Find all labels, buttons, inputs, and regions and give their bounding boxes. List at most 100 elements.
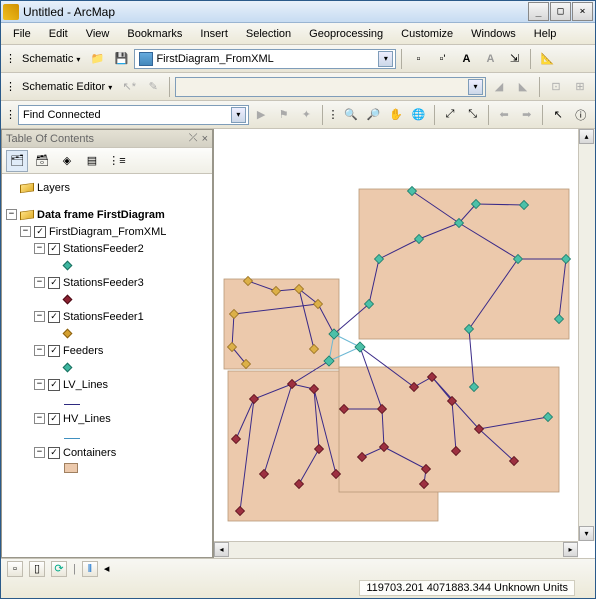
- toc-list-by-visibility-button[interactable]: ◈: [56, 150, 78, 172]
- menu-customize[interactable]: Customize: [393, 25, 461, 43]
- identify-button[interactable]: ⓘ: [570, 104, 591, 126]
- toc-list-by-source-button[interactable]: 🗃: [31, 150, 53, 172]
- find-combo[interactable]: Find Connected ▾: [18, 105, 249, 125]
- toc-list-by-drawing-button[interactable]: 🗂: [6, 150, 28, 172]
- menu-file[interactable]: File: [5, 25, 39, 43]
- tree-toggle[interactable]: −: [6, 209, 17, 220]
- scroll-right-button[interactable]: ▸: [563, 542, 578, 557]
- titlebar[interactable]: Untitled - ArcMap _ □ ×: [1, 1, 595, 23]
- menu-view[interactable]: View: [78, 25, 118, 43]
- diagram-combo-button[interactable]: ▾: [378, 51, 393, 67]
- layer-checkbox[interactable]: ✓: [34, 226, 46, 238]
- tool-f[interactable]: 📐: [536, 48, 558, 70]
- tool-d[interactable]: A: [479, 48, 501, 70]
- scroll-up-button[interactable]: ▴: [579, 129, 594, 144]
- layer-node[interactable]: Containers: [63, 447, 116, 459]
- layer-checkbox[interactable]: ✓: [48, 277, 60, 289]
- full-extent-button[interactable]: 🌐: [408, 104, 429, 126]
- pan-button[interactable]: ✋: [386, 104, 407, 126]
- editor-dropdown[interactable]: Schematic Editor ▾: [18, 81, 116, 93]
- save-diagram-button[interactable]: 💾: [110, 48, 132, 70]
- toc-titlebar[interactable]: Table Of Contents ⤫ ×: [2, 130, 212, 148]
- close-button[interactable]: ×: [572, 2, 593, 21]
- find-tool-2[interactable]: ✦: [296, 104, 317, 126]
- select-button[interactable]: ↖: [548, 104, 569, 126]
- menu-help[interactable]: Help: [526, 25, 565, 43]
- layer-checkbox[interactable]: ✓: [48, 243, 60, 255]
- toc-list-by-selection-button[interactable]: ▤: [81, 150, 103, 172]
- refresh-button[interactable]: ⟳: [51, 561, 67, 577]
- menu-selection[interactable]: Selection: [238, 25, 299, 43]
- tree-toggle[interactable]: −: [20, 226, 31, 237]
- editor-combo[interactable]: ▾: [175, 77, 486, 97]
- menu-insert[interactable]: Insert: [192, 25, 236, 43]
- toc-options-button[interactable]: ⋮≡: [106, 150, 128, 172]
- tree-toggle[interactable]: −: [34, 311, 45, 322]
- open-diagram-button[interactable]: 📁: [86, 48, 108, 70]
- maximize-button[interactable]: □: [550, 2, 571, 21]
- editor-tool-2[interactable]: ✎: [142, 76, 164, 98]
- editor-tool-3[interactable]: ◢: [488, 76, 510, 98]
- layout-view-button[interactable]: ▯: [29, 561, 45, 577]
- layer-checkbox[interactable]: ✓: [48, 311, 60, 323]
- editor-tool-4[interactable]: ◣: [512, 76, 534, 98]
- map-scrollbar-vertical[interactable]: ▴ ▾: [578, 129, 595, 541]
- find-run-button[interactable]: ▶: [251, 104, 272, 126]
- statusbar: ▫ ▯ ⟳ | ‖ ◂ 119703.201 4071883.344 Unkno…: [1, 558, 595, 598]
- fixed-zoomin-button[interactable]: ⤢: [440, 104, 461, 126]
- layers-icon: [20, 182, 34, 192]
- window-title: Untitled - ArcMap: [23, 5, 528, 19]
- layer-node[interactable]: LV_Lines: [63, 379, 108, 391]
- layer-checkbox[interactable]: ✓: [48, 379, 60, 391]
- layer-checkbox[interactable]: ✓: [48, 447, 60, 459]
- scroll-left-button[interactable]: ◂: [214, 542, 229, 557]
- find-combo-button[interactable]: ▾: [231, 107, 246, 123]
- editor-tool-5[interactable]: ⊡: [545, 76, 567, 98]
- tree-toggle[interactable]: −: [34, 413, 45, 424]
- scroll-down-button[interactable]: ▾: [579, 526, 594, 541]
- layer-node[interactable]: HV_Lines: [63, 413, 111, 425]
- data-view-button[interactable]: ▫: [7, 561, 23, 577]
- editor-tool-1[interactable]: ↖*: [118, 76, 140, 98]
- schematic-dropdown[interactable]: Schematic ▾: [18, 53, 84, 65]
- diagram-node[interactable]: FirstDiagram_FromXML: [49, 226, 166, 238]
- minimize-button[interactable]: _: [528, 2, 549, 21]
- dataframe-icon: [20, 209, 34, 219]
- diagram-combo[interactable]: FirstDiagram_FromXML ▾: [134, 49, 396, 69]
- menu-geoprocessing[interactable]: Geoprocessing: [301, 25, 391, 43]
- menu-edit[interactable]: Edit: [41, 25, 76, 43]
- tool-a[interactable]: ▫: [407, 48, 429, 70]
- layer-node[interactable]: StationsFeeder1: [63, 311, 144, 323]
- layer-checkbox[interactable]: ✓: [48, 345, 60, 357]
- zoom-in-button[interactable]: 🔍: [341, 104, 362, 126]
- find-tool-1[interactable]: ⚑: [273, 104, 294, 126]
- fixed-zoomout-button[interactable]: ⤡: [462, 104, 483, 126]
- tree-toggle[interactable]: −: [34, 277, 45, 288]
- tool-e[interactable]: ⇲: [503, 48, 525, 70]
- toc-pin-icon[interactable]: ⤫: [189, 132, 198, 145]
- tool-c[interactable]: A: [455, 48, 477, 70]
- dataframe-node[interactable]: Data frame FirstDiagram: [37, 209, 165, 221]
- tree-toggle[interactable]: −: [34, 345, 45, 356]
- tree-toggle[interactable]: −: [34, 447, 45, 458]
- tool-b[interactable]: ▫': [431, 48, 453, 70]
- editor-combo-button[interactable]: ▾: [468, 79, 483, 95]
- menu-windows[interactable]: Windows: [463, 25, 524, 43]
- zoom-out-button[interactable]: 🔎: [363, 104, 384, 126]
- tree-toggle[interactable]: −: [34, 379, 45, 390]
- next-extent-button[interactable]: ➡: [516, 104, 537, 126]
- prev-extent-button[interactable]: ⬅: [494, 104, 515, 126]
- menu-bookmarks[interactable]: Bookmarks: [119, 25, 190, 43]
- toc-close-icon[interactable]: ×: [202, 133, 208, 145]
- layer-checkbox[interactable]: ✓: [48, 413, 60, 425]
- map-view[interactable]: ▴ ▾ ◂ ▸: [213, 129, 595, 558]
- map-scrollbar-horizontal[interactable]: ◂ ▸: [214, 541, 578, 558]
- tree-toggle[interactable]: −: [34, 243, 45, 254]
- editor-tool-6[interactable]: ⊞: [569, 76, 591, 98]
- layer-symbol: [62, 396, 80, 408]
- layer-node[interactable]: StationsFeeder2: [63, 243, 144, 255]
- pause-button[interactable]: ‖: [82, 561, 98, 577]
- layers-node[interactable]: Layers: [37, 182, 70, 194]
- layer-node[interactable]: StationsFeeder3: [63, 277, 144, 289]
- layer-node[interactable]: Feeders: [63, 345, 103, 357]
